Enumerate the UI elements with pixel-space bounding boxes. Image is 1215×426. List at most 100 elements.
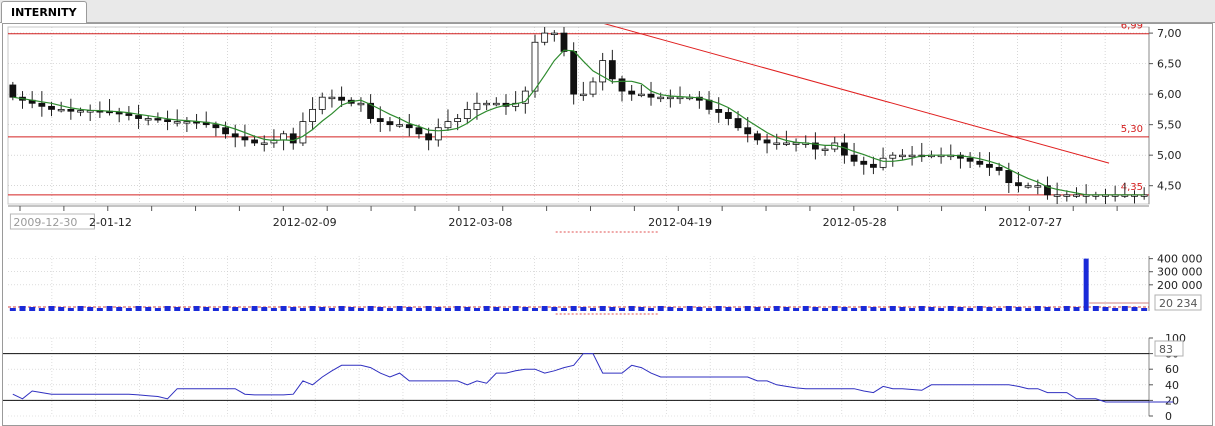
candle-body <box>705 99 713 110</box>
candle-body <box>763 139 771 144</box>
price-candle <box>870 156 877 175</box>
candle-body <box>492 102 500 106</box>
volume-bar <box>357 308 364 311</box>
volume-bar <box>947 306 954 311</box>
price-candle <box>560 27 568 57</box>
price-candle <box>637 84 645 98</box>
volume-bar <box>938 308 945 311</box>
volume-bar <box>135 306 142 311</box>
candle-body <box>1005 170 1013 184</box>
volume-bar <box>280 306 287 311</box>
candle-body <box>889 154 897 159</box>
price-candle <box>1082 184 1090 204</box>
candle-body <box>454 118 462 123</box>
volume-y-tick-label: 300 000 <box>1157 266 1203 279</box>
volume-bar <box>570 306 577 311</box>
volume-bar <box>560 308 567 311</box>
price-candle <box>1092 191 1100 200</box>
candle-body <box>1034 185 1042 188</box>
volume-bar <box>802 306 809 311</box>
price-candle <box>550 30 558 42</box>
volume-bar <box>754 307 761 311</box>
price-candle <box>260 135 268 152</box>
candle-body <box>724 112 732 119</box>
volume-bar <box>77 306 84 311</box>
candle-body <box>183 121 191 124</box>
volume-bar <box>299 308 306 311</box>
candle-body <box>280 133 287 141</box>
chart-canvas: 7,006,506,005,505,004,506,995,304,35 200… <box>3 24 1203 423</box>
tab-internity[interactable]: INTERNITY <box>1 1 87 23</box>
price-candle <box>173 109 181 127</box>
volume-bar <box>909 308 916 311</box>
price-candle <box>599 52 607 91</box>
price-candle <box>434 118 442 147</box>
price-candle <box>531 34 539 98</box>
price-candle <box>183 117 191 132</box>
volume-bar <box>38 308 45 311</box>
volume-bar <box>9 308 16 311</box>
volume-bar <box>706 308 713 311</box>
level-line-label: 5,30 <box>1121 124 1143 135</box>
candle-body <box>792 142 800 145</box>
volume-bar <box>396 306 403 311</box>
volume-bar <box>232 307 239 311</box>
volume-y-tick-label: 400 000 <box>1157 253 1203 266</box>
candle-body <box>415 127 423 135</box>
price-y-tick-label: 5,50 <box>1157 119 1182 132</box>
candle-body <box>666 96 674 100</box>
price-candle <box>1044 176 1051 200</box>
volume-bar <box>1073 307 1080 311</box>
candle-body <box>570 51 578 95</box>
candle-body <box>908 154 916 158</box>
volume-bar <box>1044 307 1051 311</box>
price-candle <box>928 150 935 159</box>
volume-bar <box>657 306 664 311</box>
volume-bar <box>957 307 964 311</box>
candle-body <box>541 32 549 43</box>
volume-bar <box>1083 258 1089 311</box>
price-candle <box>812 132 819 160</box>
price-candle <box>483 100 491 111</box>
osc-y-tick-label: 20 <box>1165 394 1179 407</box>
candle-body <box>657 96 665 100</box>
price-candle <box>541 27 549 46</box>
volume-bar <box>735 308 742 311</box>
price-candle <box>918 142 926 162</box>
volume-bar <box>164 306 171 311</box>
candle-body <box>309 108 316 123</box>
volume-bar <box>880 308 887 311</box>
volume-bar <box>619 308 626 311</box>
candle-body <box>231 133 239 138</box>
volume-bar <box>116 307 123 311</box>
price-candle <box>251 135 258 147</box>
osc-last-value-box <box>1154 340 1184 357</box>
price-candle <box>705 91 713 115</box>
price-candle <box>618 75 626 102</box>
candle-body <box>715 108 723 113</box>
volume-bar <box>1112 308 1119 311</box>
candle-body <box>1053 194 1061 197</box>
osc-y-tick-label: 0 <box>1165 410 1172 423</box>
price-candle <box>473 92 481 120</box>
volume-bar <box>106 306 113 311</box>
oscillator-panel: 10080604020083 <box>3 332 1186 423</box>
volume-bar <box>502 308 509 311</box>
volume-bar <box>425 306 432 311</box>
volume-bar <box>715 306 722 311</box>
price-y-tick-label: 4,50 <box>1157 180 1182 193</box>
price-candle <box>57 101 65 113</box>
candle-body <box>376 118 384 123</box>
price-candle <box>608 49 616 84</box>
candle-body <box>879 157 887 168</box>
price-candle <box>695 91 703 109</box>
volume-bar <box>609 307 616 311</box>
volume-bar <box>154 308 161 311</box>
candle-body <box>425 133 433 141</box>
price-candle <box>666 89 674 108</box>
candle-body <box>647 93 655 98</box>
price-candle <box>386 117 394 132</box>
volume-bar <box>986 307 993 311</box>
price-candle <box>289 127 297 150</box>
price-candle <box>241 124 249 147</box>
